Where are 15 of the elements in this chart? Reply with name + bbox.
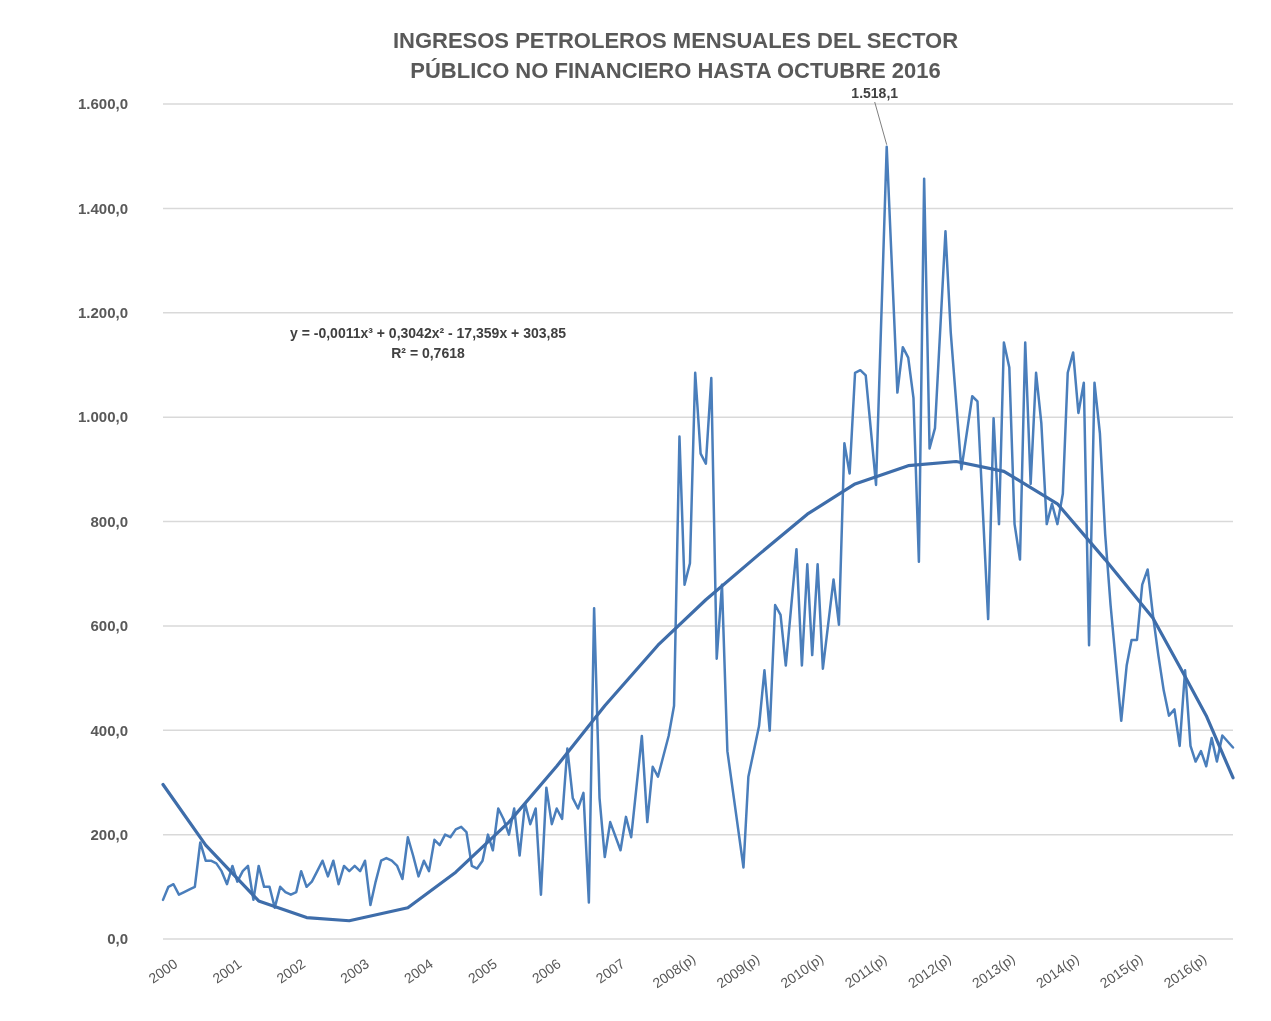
y-tick-label: 1.400,0 (77, 199, 128, 217)
y-tick-label: 800,0 (90, 512, 128, 530)
y-tick-label: 600,0 (90, 617, 128, 635)
y-tick-label: 0,0 (107, 930, 128, 948)
annotation: R² = 0,7618 (391, 345, 465, 361)
line-series (161, 145, 1235, 909)
chart-title: INGRESOS PETROLEROS MENSUALES DEL SECTOR PÚBLICO NO FINANCIERO HASTA OCTUBRE 2016 (392, 28, 959, 83)
annotation: 1.518,1 (851, 85, 899, 101)
annotation: y = -0,0011x³ + 0,3042x² - 17,359x + 303,85 (290, 325, 567, 341)
y-tick-label: 200,0 (90, 825, 128, 843)
y-tick-label: 1.600,0 (77, 95, 128, 113)
line-series (161, 459, 1235, 923)
y-tick-label: 1.000,0 (77, 408, 128, 426)
y-tick-label: 400,0 (90, 721, 128, 739)
y-tick-label: 1.200,0 (77, 304, 128, 321)
